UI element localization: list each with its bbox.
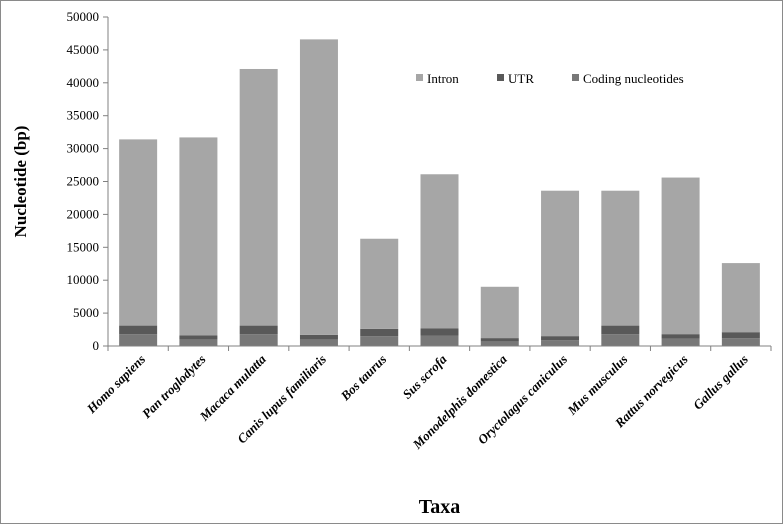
bar-utr-bos-taurus (360, 328, 399, 337)
bar-intron-mus-musculus (601, 190, 640, 326)
bar-utr-pan-troglodytes (179, 335, 218, 340)
bar-coding-nucleotides-bos-taurus (360, 336, 399, 346)
legend-label-intron: Intron (427, 71, 459, 86)
x-tick-label-gallus-gallus: Gallus gallus (690, 352, 751, 413)
bar-intron-rattus-norvegicus (661, 177, 700, 335)
bar-coding-nucleotides-oryctolagus-caniculus (541, 340, 580, 346)
bar-utr-mus-musculus (601, 325, 640, 335)
bar-intron-homo-sapiens (119, 139, 158, 326)
x-tick-label-mus-musculus: Mus musculus (564, 352, 631, 419)
x-tick-label-bos-taurus: Bos taurus (337, 352, 389, 404)
x-tick-label-homo-sapiens: Homo sapiens (83, 352, 148, 417)
bar-intron-sus-scrofa (420, 174, 459, 329)
bar-coding-nucleotides-canis-lupus-familiaris (299, 339, 338, 346)
bar-coding-nucleotides-mus-musculus (601, 334, 640, 346)
bar-coding-nucleotides-pan-troglodytes (179, 339, 218, 346)
bar-utr-macaca-mulatta (239, 325, 278, 335)
bar-utr-sus-scrofa (420, 328, 459, 336)
bar-utr-gallus-gallus (721, 332, 760, 339)
bar-coding-nucleotides-homo-sapiens (119, 334, 158, 346)
y-axis-title: Nucleotide (bp) (11, 126, 30, 238)
bar-coding-nucleotides-monodelphis-domestica (480, 341, 519, 346)
bar-utr-rattus-norvegicus (661, 334, 700, 339)
x-tick-label-sus-scrofa: Sus scrofa (399, 351, 450, 402)
bar-utr-homo-sapiens (119, 325, 158, 335)
bar-utr-canis-lupus-familiaris (299, 334, 338, 340)
bar-utr-oryctolagus-caniculus (541, 336, 580, 341)
x-tick-layer (107, 346, 772, 351)
legend-swatch-utr (497, 74, 504, 81)
x-axis-title: Taxa (419, 496, 461, 518)
bar-coding-nucleotides-rattus-norvegicus (661, 338, 700, 346)
bar-intron-gallus-gallus (721, 263, 760, 333)
bar-intron-oryctolagus-caniculus (541, 190, 580, 337)
bar-intron-canis-lupus-familiaris (299, 39, 338, 335)
bars-layer (119, 39, 760, 346)
legend-swatch-coding-nucleotides (572, 74, 579, 81)
y-tick-label: 25000 (67, 174, 100, 189)
y-tick-label: 20000 (67, 206, 100, 221)
y-tick-layer: 0 5000 10000 15000 20000 25000 30000 35000 40000… (67, 9, 108, 353)
bar-coding-nucleotides-sus-scrofa (420, 335, 459, 346)
y-tick-label: 50000 (67, 9, 100, 24)
legend: Intron UTR Coding nucleotides (416, 71, 684, 86)
bar-coding-nucleotides-macaca-mulatta (239, 334, 278, 346)
y-tick-label: 35000 (67, 108, 100, 123)
y-tick-label: 10000 (67, 272, 100, 287)
bar-intron-monodelphis-domestica (480, 286, 519, 339)
y-tick-label: 45000 (67, 42, 100, 57)
legend-swatch-intron (416, 74, 423, 81)
bar-coding-nucleotides-gallus-gallus (721, 338, 760, 346)
bar-utr-monodelphis-domestica (480, 338, 519, 342)
y-tick-label: 5000 (73, 305, 99, 320)
bar-intron-macaca-mulatta (239, 68, 278, 326)
bar-intron-bos-taurus (360, 238, 399, 329)
bar-intron-pan-troglodytes (179, 137, 218, 336)
legend-label-coding-nucleotides: Coding nucleotides (583, 71, 684, 86)
y-tick-label: 40000 (67, 75, 100, 90)
y-tick-label: 30000 (67, 141, 100, 156)
y-tick-label: 15000 (67, 239, 100, 254)
legend-label-utr: UTR (508, 71, 534, 86)
y-tick-label: 0 (93, 338, 100, 353)
